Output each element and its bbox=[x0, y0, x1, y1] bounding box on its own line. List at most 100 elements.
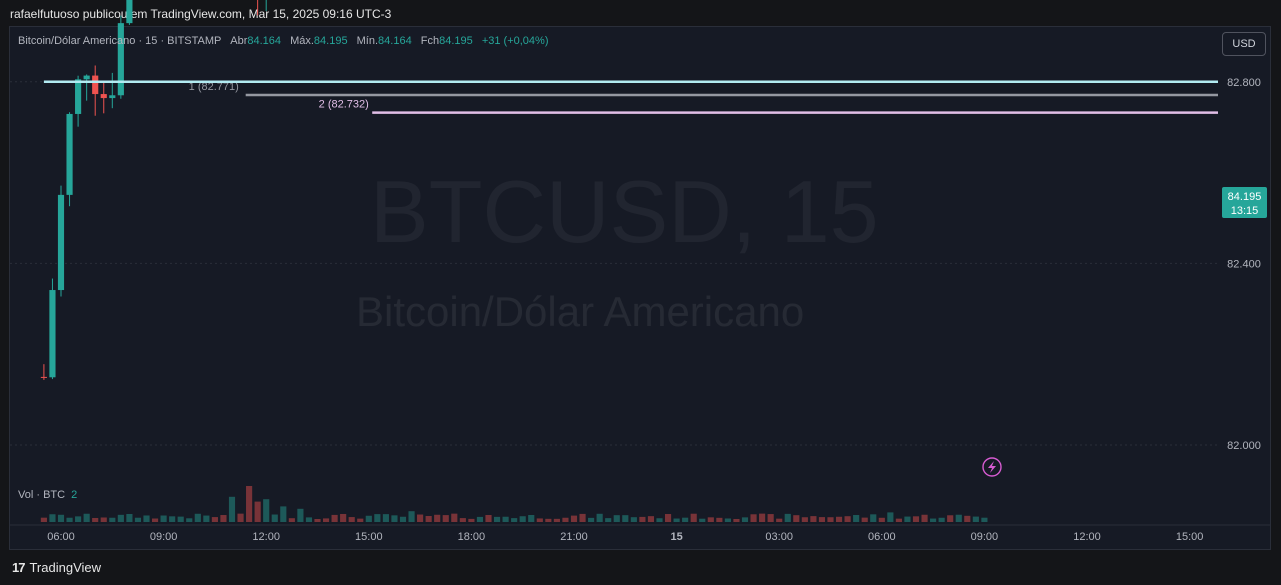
volume-bar bbox=[673, 518, 680, 522]
volume-bar bbox=[596, 513, 603, 522]
currency-button[interactable]: USD bbox=[1222, 32, 1266, 56]
candle-body bbox=[75, 79, 82, 114]
volume-bar bbox=[271, 514, 278, 522]
volume-bar bbox=[348, 517, 355, 522]
time-tick-label: 12:00 bbox=[1073, 531, 1101, 543]
volume-bar bbox=[818, 517, 826, 522]
volume-bar bbox=[759, 513, 766, 522]
volume-bar bbox=[656, 518, 663, 522]
candle-body bbox=[83, 75, 90, 80]
open-label: Abr bbox=[230, 35, 248, 47]
volume-bar bbox=[741, 517, 749, 522]
volume-bar bbox=[622, 515, 629, 522]
volume-bar bbox=[451, 513, 458, 522]
volume-bar bbox=[399, 516, 407, 522]
volume-bar bbox=[220, 515, 227, 522]
volume-bar bbox=[664, 514, 672, 522]
volume-bar bbox=[955, 514, 962, 522]
volume-bar bbox=[493, 516, 501, 522]
volume-bar bbox=[528, 514, 535, 522]
volume-bar bbox=[117, 514, 124, 522]
volume-bar bbox=[382, 514, 389, 522]
price-badge-bg bbox=[1222, 187, 1267, 218]
footer-branding[interactable]: 17 TradingView bbox=[12, 560, 101, 575]
candle-body bbox=[100, 94, 107, 99]
price-tick-label: 82.800 bbox=[1227, 77, 1261, 89]
volume-bar bbox=[143, 515, 150, 522]
volume-bar bbox=[588, 517, 595, 522]
volume-bar bbox=[801, 517, 808, 522]
volume-bar bbox=[297, 508, 304, 522]
volume-bar bbox=[177, 516, 184, 522]
volume-bar bbox=[930, 518, 937, 522]
price-badge-countdown: 13:15 bbox=[1231, 205, 1259, 217]
volume-bar bbox=[793, 515, 800, 522]
symbol-legend[interactable]: Bitcoin/Dólar Americano · 15 · BITSTAMP … bbox=[18, 35, 548, 47]
tradingview-brand: TradingView bbox=[29, 560, 102, 575]
candle bbox=[100, 81, 107, 114]
volume-bar bbox=[305, 517, 313, 522]
close-value: 84.195 bbox=[439, 35, 473, 47]
candle-body bbox=[117, 23, 124, 96]
tradingview-logo-icon: 17 bbox=[12, 560, 26, 575]
watermark-layer: BTCUSD, 15 Bitcoin/Dólar Americano bbox=[356, 162, 879, 335]
volume-bar bbox=[861, 517, 868, 522]
high-value: 84.195 bbox=[313, 35, 348, 47]
volume-bar bbox=[682, 517, 689, 522]
volume-bar bbox=[485, 515, 492, 522]
volume-bar bbox=[134, 517, 142, 522]
watermark-name: Bitcoin/Dólar Americano bbox=[356, 288, 804, 335]
volume-bar bbox=[288, 518, 295, 522]
time-tick-label: 15 bbox=[670, 531, 682, 543]
volume-bar bbox=[707, 517, 714, 522]
volume-bar bbox=[511, 518, 518, 522]
volume-bar bbox=[784, 513, 791, 522]
candle-body bbox=[49, 290, 56, 378]
candle-body bbox=[66, 113, 73, 195]
volume-bar bbox=[391, 515, 398, 522]
volume-bar bbox=[49, 514, 56, 522]
candle-body bbox=[92, 75, 99, 95]
time-tick-label: 15:00 bbox=[355, 531, 383, 543]
volume-layer bbox=[40, 486, 988, 522]
candle bbox=[66, 112, 73, 207]
volume-bar bbox=[322, 518, 330, 522]
candle bbox=[117, 15, 124, 99]
volume-bar bbox=[878, 517, 885, 522]
volume-bar bbox=[442, 515, 449, 522]
volume-bar bbox=[254, 501, 261, 522]
volume-bar bbox=[468, 518, 475, 522]
time-tick-label: 03:00 bbox=[765, 531, 793, 543]
volume-bar bbox=[194, 513, 201, 522]
lightning-icon[interactable] bbox=[982, 457, 1002, 477]
volume-bar bbox=[425, 516, 432, 522]
volume-bar bbox=[331, 514, 338, 522]
candle bbox=[126, 0, 133, 25]
time-tick-label: 12:00 bbox=[252, 531, 280, 543]
candle bbox=[75, 75, 82, 127]
volume-bar bbox=[733, 518, 740, 522]
volume-bar bbox=[314, 518, 321, 522]
volume-bar bbox=[459, 518, 466, 522]
volume-label: Vol · BTC bbox=[18, 489, 66, 501]
price-tick-label: 82.000 bbox=[1227, 440, 1261, 452]
time-axis: 06:00 09:00 12:00 15:00 18:00 21:00 15 03:00 06:… bbox=[10, 524, 1270, 543]
volume-bar bbox=[904, 516, 911, 522]
volume-bar bbox=[109, 517, 116, 522]
volume-bar bbox=[981, 517, 988, 522]
fib-level-label: 1 (82.771) bbox=[189, 81, 239, 93]
time-tick-label: 09:00 bbox=[971, 531, 999, 543]
volume-bar bbox=[938, 517, 945, 522]
volume-bar bbox=[169, 516, 176, 522]
volume-bar bbox=[519, 516, 526, 522]
volume-bar bbox=[810, 516, 817, 522]
volume-bar bbox=[947, 515, 954, 522]
candle-body bbox=[126, 0, 133, 24]
volume-bar bbox=[92, 517, 99, 522]
volume-legend[interactable]: Vol · BTC 2 bbox=[18, 489, 77, 501]
candle bbox=[83, 74, 90, 101]
low-value: 84.164 bbox=[378, 35, 412, 47]
volume-bar bbox=[40, 517, 47, 522]
volume-bar bbox=[647, 516, 655, 522]
